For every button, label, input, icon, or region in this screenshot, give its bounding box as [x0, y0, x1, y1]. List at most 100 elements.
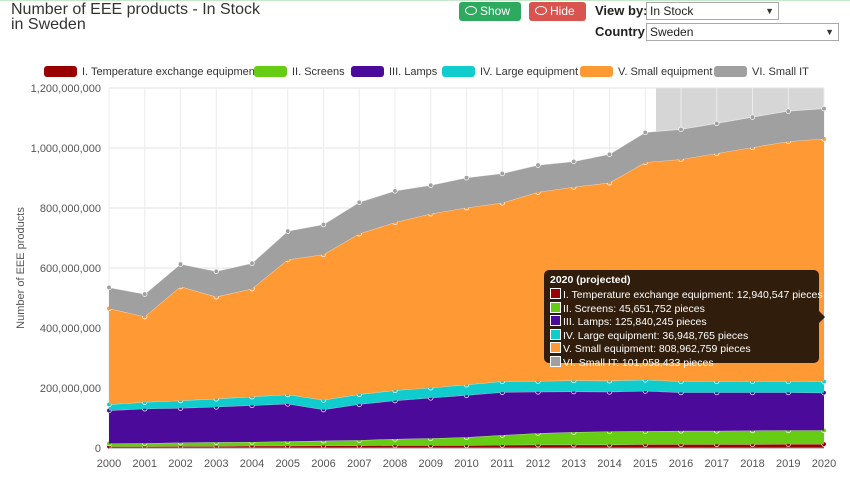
- tooltip-row-small: V. Small equipment: 808,962,759 pieces: [550, 342, 813, 356]
- legend-item-large[interactable]: IV. Large equipment: [442, 66, 578, 78]
- y-tick-label: 1,200,000,000: [31, 83, 101, 95]
- view-by-label: View by:: [595, 3, 648, 18]
- show-all-button[interactable]: Show all: [459, 2, 521, 37]
- tooltip-arrow: [819, 311, 825, 323]
- tooltip-row-smallit: VI. Small IT: 101,058,433 pieces: [550, 355, 813, 370]
- area-large: [109, 379, 824, 411]
- y-tick-label: 1,000,000,000: [31, 143, 101, 155]
- x-tick-label: 2001: [133, 458, 157, 470]
- eye-icon: [465, 6, 477, 15]
- y-tick-label: 800,000,000: [40, 203, 101, 215]
- point-smallit: [356, 199, 362, 205]
- tooltip-swatch: [550, 315, 561, 326]
- point-smallit: [749, 114, 756, 120]
- x-tick-label: 2006: [311, 458, 335, 470]
- tooltip-text: IV. Large equipment: 36,948,765 pieces: [563, 329, 749, 342]
- point-smallit: [392, 188, 398, 194]
- legend-item-temperature[interactable]: I. Temperature exchange equipment: [44, 66, 258, 78]
- country-label: Country:: [595, 24, 650, 39]
- point-smallit: [106, 284, 112, 291]
- point-smallit: [285, 228, 291, 234]
- tooltip-text: VI. Small IT: 101,058,433 pieces: [563, 356, 714, 369]
- tooltip-row-screens: II. Screens: 45,651,752 pieces: [550, 301, 813, 316]
- x-tick-label: 2000: [97, 458, 121, 470]
- top-border: [0, 0, 850, 1]
- x-tick-label: 2014: [597, 458, 621, 470]
- tooltip-row-temperature: I. Temperature exchange equipment: 12,94…: [550, 288, 823, 302]
- tooltip-swatch: [550, 288, 561, 299]
- point-smallit: [320, 221, 327, 228]
- point-smallit: [499, 170, 505, 177]
- tooltip-text: V. Small equipment: 808,962,759 pieces: [563, 343, 751, 355]
- x-tick-label: 2018: [740, 458, 764, 470]
- legend-swatch: [351, 66, 384, 77]
- x-tick-label: 2020: [812, 458, 836, 470]
- point-smallit: [213, 268, 219, 274]
- country-select[interactable]: Sweden ▼: [646, 23, 839, 41]
- x-tick-label: 2012: [526, 458, 550, 470]
- view-by-value: In Stock: [650, 4, 694, 18]
- legend-swatch: [254, 66, 287, 77]
- country-value: Sweden: [650, 25, 694, 39]
- x-tick-label: 2016: [669, 458, 693, 470]
- hide-all-label: Hide all: [535, 4, 575, 37]
- y-tick-label: 600,000,000: [40, 263, 101, 275]
- point-smallit: [249, 260, 255, 266]
- legend-item-small[interactable]: V. Small equipment: [580, 66, 712, 78]
- show-all-label: Show all: [465, 4, 511, 37]
- y-axis-title: Number of EEE products: [15, 207, 27, 329]
- tooltip-row-large: IV. Large equipment: 36,948,765 pieces: [550, 328, 813, 343]
- point-smallit: [606, 151, 613, 157]
- y-tick-label: 400,000,000: [40, 323, 101, 335]
- point-smallit: [142, 291, 148, 297]
- tooltip-text: I. Temperature exchange equipment: 12,94…: [563, 289, 823, 301]
- point-smallit: [785, 108, 791, 114]
- legend-swatch: [714, 66, 747, 77]
- y-tick-label: 200,000,000: [40, 383, 101, 395]
- tooltip-title: 2020 (projected): [550, 274, 631, 286]
- point-smallit: [714, 120, 720, 127]
- y-tick-label: 0: [95, 443, 101, 455]
- hide-all-button[interactable]: Hide all: [529, 2, 586, 37]
- x-tick-label: 2013: [562, 458, 586, 470]
- x-tick-label: 2017: [705, 458, 729, 470]
- legend-swatch: [580, 66, 613, 77]
- legend-item-lamps[interactable]: III. Lamps: [351, 66, 437, 78]
- x-tick-label: 2007: [347, 458, 371, 470]
- x-tick-label: 2009: [419, 458, 443, 470]
- x-tick-label: 2019: [776, 458, 800, 470]
- legend-label: I. Temperature exchange equipment: [82, 66, 258, 78]
- legend-item-smallit[interactable]: VI. Small IT: [714, 66, 809, 78]
- tooltip-swatch: [550, 301, 561, 313]
- point-smallit: [428, 182, 434, 188]
- tooltip-row-lamps: III. Lamps: 125,840,245 pieces: [550, 315, 813, 329]
- view-by-select[interactable]: In Stock ▼: [646, 2, 779, 20]
- chart-title: Number of EEE products - In Stock in Swe…: [11, 2, 260, 33]
- x-tick-label: 2003: [204, 458, 228, 470]
- chart-legend: I. Temperature exchange equipment II. Sc…: [0, 64, 850, 84]
- point-smallit: [571, 158, 577, 165]
- tooltip-swatch: [550, 342, 561, 353]
- point-smallit: [463, 175, 470, 181]
- tooltip-swatch: [550, 355, 561, 367]
- x-tick-label: 2015: [633, 458, 657, 470]
- point-smallit: [678, 126, 684, 133]
- point-smallit: [642, 129, 648, 136]
- legend-label: II. Screens: [292, 66, 345, 78]
- legend-label: VI. Small IT: [752, 66, 809, 78]
- eye-slash-icon: [535, 6, 547, 15]
- chevron-down-icon: ▼: [825, 27, 834, 37]
- legend-swatch: [442, 66, 475, 77]
- tooltip-text: III. Lamps: 125,840,245 pieces: [563, 316, 707, 328]
- legend-label: IV. Large equipment: [480, 66, 579, 78]
- tooltip: 2020 (projected) I. Temperature exchange…: [544, 270, 825, 368]
- tooltip-text: II. Screens: 45,651,752 pieces: [563, 302, 705, 315]
- area-smallit: [109, 108, 824, 317]
- legend-item-screens[interactable]: II. Screens: [254, 66, 345, 78]
- point-smallit: [177, 261, 184, 267]
- legend-label: III. Lamps: [389, 66, 438, 78]
- x-tick-label: 2008: [383, 458, 407, 470]
- x-tick-label: 2005: [276, 458, 300, 470]
- legend-swatch: [44, 66, 77, 77]
